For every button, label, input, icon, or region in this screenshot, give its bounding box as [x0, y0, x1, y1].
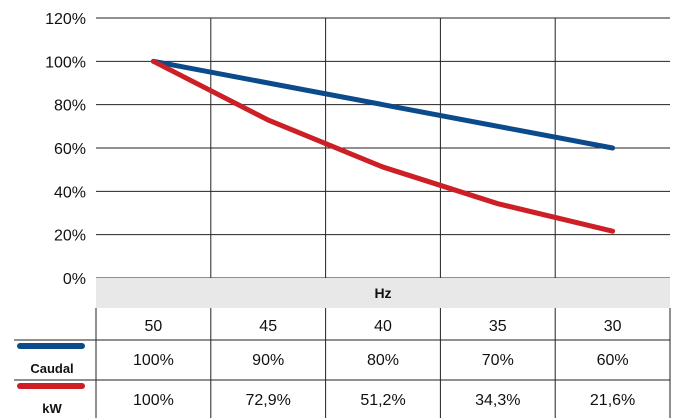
y-tick-label: 120% — [45, 11, 86, 28]
x-category-label: 40 — [374, 318, 392, 335]
y-tick-label: 40% — [54, 184, 86, 201]
y-tick-label: 20% — [54, 228, 86, 245]
x-category-label: 50 — [145, 318, 163, 335]
series-line-kw — [150, 58, 616, 234]
x-category-label: 30 — [604, 318, 622, 335]
legend-label-caudal: Caudal — [30, 361, 73, 376]
x-axis-label: Hz — [374, 285, 391, 301]
data-label-kw: 21,6% — [590, 392, 635, 409]
data-table: 50 45 40 35 30 Caudal 100% 90% 80% 70% 60% kW 100% 72… — [14, 308, 671, 418]
legend-label-kw: kW — [42, 401, 62, 416]
data-label-kw: 100% — [133, 392, 174, 409]
x-axis-header: Hz — [96, 278, 670, 308]
data-label-caudal: 90% — [252, 352, 284, 369]
y-tick-label: 0% — [63, 271, 86, 288]
series-line-caudal — [150, 58, 616, 151]
y-tick-label: 100% — [45, 54, 86, 71]
data-label-caudal: 70% — [482, 352, 514, 369]
y-tick-label: 80% — [54, 98, 86, 115]
x-axis-header-band — [96, 278, 670, 308]
series-lines — [150, 58, 616, 234]
y-axis-tick-labels: 0% 20% 40% 60% 80% 100% 120% — [45, 11, 86, 288]
y-tick-label: 60% — [54, 141, 86, 158]
data-label-caudal: 100% — [133, 352, 174, 369]
data-label-kw: 51,2% — [360, 392, 405, 409]
vertical-gridlines — [210, 18, 556, 278]
x-category-label: 35 — [489, 318, 507, 335]
data-label-kw: 72,9% — [246, 392, 291, 409]
horizontal-gridlines — [96, 17, 670, 279]
x-category-label: 45 — [259, 318, 277, 335]
data-label-caudal: 80% — [367, 352, 399, 369]
data-label-kw: 34,3% — [475, 392, 520, 409]
data-label-caudal: 60% — [597, 352, 629, 369]
